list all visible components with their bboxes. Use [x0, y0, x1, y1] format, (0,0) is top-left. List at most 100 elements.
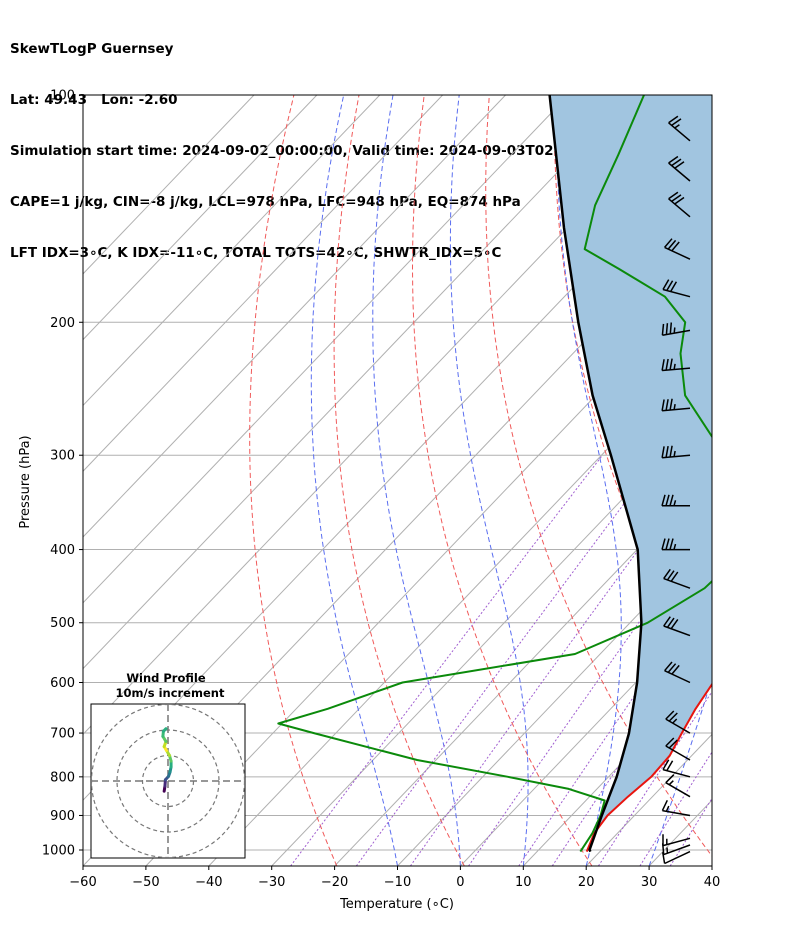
temperature-profile-line [585, 682, 712, 852]
wind-barb [662, 834, 691, 847]
wind-barb-shape [661, 322, 691, 336]
x-tick-label: −30 [258, 875, 285, 890]
wind-barb [663, 568, 691, 589]
y-tick-label: 200 [50, 316, 75, 331]
y-tick-label: 500 [50, 616, 75, 631]
isotherm-gridline [145, 273, 712, 866]
y-tick-label: 400 [50, 543, 75, 558]
mixing-ratio-line [551, 627, 712, 866]
moist-adiabat [711, 864, 712, 866]
y-tick-label: 600 [50, 676, 75, 691]
dry-adiabat [750, 95, 794, 866]
wind-barb-shape [668, 191, 691, 218]
wind-barb [668, 155, 691, 182]
wind-barbs [661, 115, 691, 865]
moist-adiabat [372, 95, 461, 866]
moist-adiabat [648, 676, 712, 866]
isotherm-gridline [271, 404, 712, 866]
dry-adiabat [333, 95, 465, 866]
mixing-ratio-line [639, 751, 712, 866]
wind-barb [661, 398, 691, 412]
wind-barb-shape [662, 279, 691, 298]
wind-barb [668, 191, 691, 218]
x-tick-label: −10 [384, 875, 411, 890]
indices-line-2: LFT IDX=3∘C, K IDX=-11∘C, TOTAL TOTS=42∘… [10, 245, 502, 261]
wind-barb [661, 799, 691, 817]
wind-barb-shape [668, 115, 691, 142]
wind-barb [661, 538, 690, 551]
x-tick-label: −50 [132, 875, 159, 890]
wind-barb [661, 358, 691, 372]
isotherm-gridline [83, 95, 381, 407]
hodograph-inset: Wind Profile 10m/s increment [90, 671, 246, 859]
y-tick-label: 1000 [42, 844, 75, 859]
wind-barb [662, 279, 691, 298]
isotherm-gridline [397, 536, 712, 866]
dry-adiabat [249, 95, 338, 866]
dry-adiabat [485, 95, 712, 857]
wind-barb [663, 616, 691, 637]
wind-barb-shape [662, 759, 691, 778]
x-tick-label: 0 [456, 875, 464, 890]
y-tick-label: 300 [50, 449, 75, 464]
mixing-ratio-line [290, 454, 603, 866]
mixing-ratio-line [669, 797, 712, 866]
wind-barb-shape [661, 445, 691, 459]
x-tick-label: 30 [641, 875, 658, 890]
wind-barb [665, 774, 691, 798]
dewpoint-profile-line [277, 95, 712, 853]
isotherm-gridline [585, 733, 712, 866]
y-tick-label: 900 [50, 809, 75, 824]
isotherm-gridline [83, 95, 255, 275]
x-tick-label: −20 [321, 875, 348, 890]
parcel-profile-line [548, 95, 643, 853]
moist-adiabat [556, 95, 622, 866]
hodograph-subtitle: 10m/s increment [116, 686, 225, 700]
wind-barb [664, 661, 691, 684]
isotherm-gridline [711, 865, 712, 866]
mixing-ratio-line [409, 454, 709, 866]
wind-barb-shape [664, 238, 691, 260]
y-tick-label: 100 [50, 89, 75, 104]
wind-barb-shape [661, 494, 690, 507]
x-tick-label: 10 [515, 875, 532, 890]
x-tick-label: −40 [195, 875, 222, 890]
moist-adiabat [310, 95, 398, 866]
wind-barb-shape [665, 737, 691, 761]
wind-barb [664, 238, 691, 260]
moist-adiabat [449, 95, 529, 866]
wind-barb-shape [668, 155, 691, 182]
wind-barb-shape [661, 799, 691, 817]
location-line: Lat: 49.43 Lon: -2.60 [10, 92, 178, 108]
y-tick-label: 700 [50, 727, 75, 742]
wind-barb-shape [663, 616, 691, 637]
isotherm-gridline [83, 95, 444, 472]
wind-barb-shape [663, 568, 691, 589]
y-tick-label: 800 [50, 770, 75, 785]
hodograph-title: Wind Profile [126, 671, 206, 685]
wind-barb-shape [665, 710, 691, 734]
hodograph-trace [161, 727, 168, 733]
x-tick-label: 20 [578, 875, 595, 890]
mixing-ratio-line [468, 519, 712, 866]
wind-barb [661, 322, 691, 336]
chart-header: SkewTLogP Guernsey Lat: 49.43 Lon: -2.60… [10, 7, 626, 279]
chart-title: SkewTLogP Guernsey [10, 41, 174, 57]
mixing-ratio-line [355, 454, 661, 866]
wind-barb [668, 115, 691, 142]
isotherm-gridline [83, 95, 506, 538]
wind-barb [661, 494, 690, 507]
mixing-ratio-line [597, 690, 712, 866]
isotherm-gridline [460, 602, 712, 866]
wind-barb-shape [661, 538, 690, 551]
wind-barb-shape [661, 358, 691, 372]
wind-barb [665, 710, 691, 734]
wind-barb-shape [664, 661, 691, 684]
wind-barb [662, 759, 691, 778]
y-axis-label: Pressure (hPa) [18, 435, 33, 528]
wind-barb-shape [662, 834, 691, 847]
isotherm-gridline [83, 95, 318, 341]
isotherm-gridline [83, 95, 569, 604]
